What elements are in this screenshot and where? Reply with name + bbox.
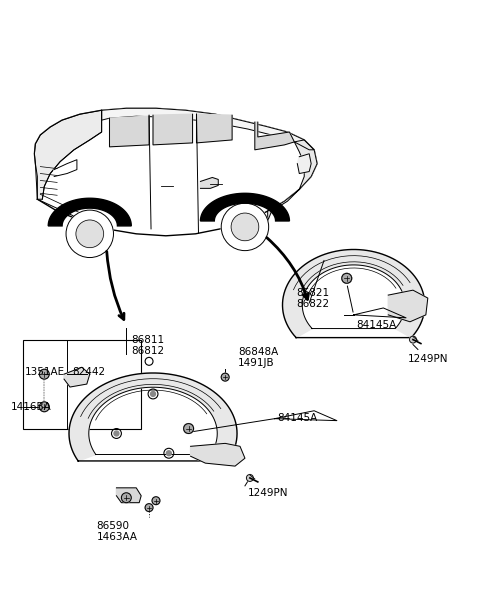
Text: 84145A: 84145A [357,320,397,330]
Circle shape [152,497,160,505]
Text: 86848A: 86848A [238,348,278,358]
Text: 84145A: 84145A [277,413,318,423]
Polygon shape [109,116,149,147]
Polygon shape [35,108,317,236]
Circle shape [114,431,119,436]
Text: 86812: 86812 [131,345,164,356]
Circle shape [39,369,49,379]
Circle shape [186,426,191,431]
Circle shape [344,276,349,281]
Polygon shape [283,249,425,337]
Circle shape [342,274,352,283]
Circle shape [246,474,253,482]
Text: 86811: 86811 [131,334,164,345]
Circle shape [409,336,417,343]
Bar [23,340,141,429]
Text: 86821: 86821 [296,288,329,298]
Polygon shape [297,154,311,173]
Polygon shape [35,110,102,199]
Text: 86822: 86822 [296,299,329,309]
Circle shape [221,203,269,250]
Circle shape [221,373,229,381]
Circle shape [231,213,259,241]
Polygon shape [201,178,218,188]
Polygon shape [35,110,102,199]
Text: 1416BA: 1416BA [11,402,51,412]
Text: 1491JB: 1491JB [238,358,275,368]
Polygon shape [102,108,314,150]
Text: 1249PN: 1249PN [248,488,288,498]
Circle shape [151,392,156,396]
Circle shape [76,220,104,247]
Text: 1351AE: 1351AE [24,367,65,377]
Polygon shape [153,114,192,145]
Polygon shape [191,443,245,466]
Text: 86590: 86590 [96,522,130,531]
Polygon shape [69,373,237,461]
Polygon shape [201,193,289,221]
Polygon shape [388,290,428,322]
Circle shape [39,402,49,412]
Text: 1463AA: 1463AA [96,533,138,542]
Circle shape [184,424,193,434]
Polygon shape [54,160,77,176]
Circle shape [167,451,171,456]
Polygon shape [268,140,317,221]
Polygon shape [117,488,141,503]
Circle shape [145,503,153,511]
Circle shape [121,493,131,503]
Circle shape [66,210,113,258]
Polygon shape [196,114,232,143]
Polygon shape [255,122,294,150]
Text: 82442: 82442 [72,367,105,377]
Polygon shape [48,198,131,226]
Polygon shape [64,367,90,387]
Text: 1249PN: 1249PN [408,354,448,364]
